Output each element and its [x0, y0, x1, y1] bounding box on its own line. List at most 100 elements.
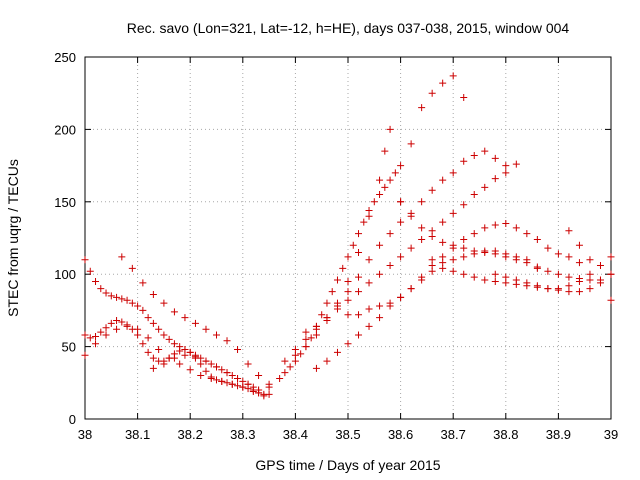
data-point: [249, 387, 257, 395]
data-point: [386, 299, 394, 307]
data-point: [428, 233, 436, 241]
data-point: [596, 276, 604, 284]
data-point: [118, 318, 126, 326]
x-tick-label: 38.3: [230, 427, 255, 442]
x-tick-label: 38.1: [125, 427, 150, 442]
data-point: [407, 244, 415, 252]
data-point: [202, 357, 210, 365]
data-point: [128, 299, 136, 307]
data-point: [323, 357, 331, 365]
data-point: [223, 337, 231, 345]
data-point: [554, 250, 562, 258]
data-points: [81, 72, 615, 400]
data-point: [92, 277, 100, 285]
data-point: [355, 288, 363, 296]
data-point: [355, 311, 363, 319]
data-point: [596, 262, 604, 270]
data-point: [386, 262, 394, 270]
data-point: [523, 230, 531, 238]
data-point: [376, 270, 384, 278]
series-arc-11: [344, 220, 583, 319]
data-point: [565, 227, 573, 235]
data-point: [407, 140, 415, 148]
data-point: [428, 256, 436, 264]
data-point: [502, 253, 510, 261]
data-point: [139, 279, 147, 287]
data-point: [286, 363, 294, 371]
data-point: [239, 383, 247, 391]
chart-title: Rec. savo (Lon=321, Lat=-12, h=HE), days…: [127, 20, 570, 36]
data-point: [118, 253, 126, 261]
data-point: [365, 305, 373, 313]
data-point: [512, 160, 520, 168]
data-point: [176, 347, 184, 355]
series-arc-13: [428, 253, 615, 293]
data-point: [97, 328, 105, 336]
data-point: [502, 273, 510, 281]
data-point: [365, 212, 373, 220]
data-point: [255, 372, 263, 380]
data-point: [381, 147, 389, 155]
data-point: [523, 279, 531, 287]
data-point: [428, 89, 436, 97]
data-point: [439, 264, 447, 272]
data-point: [586, 285, 594, 293]
series-arc-15: [565, 227, 615, 304]
data-point: [102, 324, 110, 332]
data-point: [544, 267, 552, 275]
data-point: [586, 270, 594, 278]
x-tick-label: 38.9: [546, 427, 571, 442]
data-point: [344, 311, 352, 319]
data-point: [302, 343, 310, 351]
data-point: [102, 331, 110, 339]
data-point: [128, 264, 136, 272]
data-point: [218, 366, 226, 374]
data-point: [323, 314, 331, 322]
data-point: [365, 256, 373, 264]
data-point: [376, 314, 384, 322]
data-point: [502, 169, 510, 177]
data-point: [113, 293, 121, 301]
data-point: [149, 364, 157, 372]
data-point: [181, 351, 189, 359]
axis-ticks: 38 38.1 38.2 38.3 38.4 38.5 38.6 38.7 38.8 38.9 39…: [54, 50, 618, 442]
data-point: [491, 250, 499, 258]
data-point: [397, 253, 405, 261]
data-point: [86, 267, 94, 275]
data-point: [265, 383, 273, 391]
data-point: [575, 259, 583, 267]
data-point: [197, 360, 205, 368]
data-point: [565, 253, 573, 261]
data-point: [565, 273, 573, 281]
data-point: [160, 331, 168, 339]
data-point: [460, 253, 468, 261]
data-point: [470, 191, 478, 199]
series-arc-7: [281, 72, 468, 365]
data-point: [386, 176, 394, 184]
data-point: [333, 348, 341, 356]
data-point: [376, 302, 384, 310]
series-arc-4: [118, 253, 273, 388]
x-tick-label: 38.8: [493, 427, 518, 442]
series-arc-14: [491, 270, 615, 296]
data-point: [155, 325, 163, 333]
data-point: [170, 340, 178, 348]
data-point: [170, 308, 178, 316]
data-point: [255, 389, 263, 397]
data-point: [418, 104, 426, 112]
data-point: [470, 247, 478, 255]
data-point: [123, 296, 131, 304]
data-point: [512, 276, 520, 284]
data-point: [397, 198, 405, 206]
data-point: [118, 295, 126, 303]
x-tick-label: 38: [78, 427, 92, 442]
x-tick-label: 38.5: [335, 427, 360, 442]
data-point: [418, 224, 426, 232]
data-point: [491, 175, 499, 183]
data-point: [202, 325, 210, 333]
series-arc-9: [302, 160, 520, 336]
data-point: [134, 325, 142, 333]
data-point: [297, 350, 305, 358]
data-point: [355, 248, 363, 256]
data-point: [102, 289, 110, 297]
